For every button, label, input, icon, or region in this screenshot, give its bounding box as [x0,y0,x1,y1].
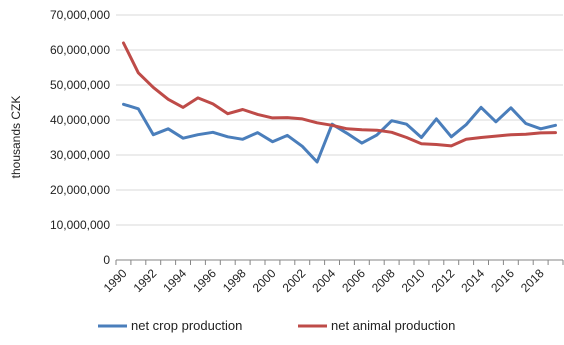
x-tick-label: 2012 [429,266,458,295]
legend: net crop production net animal production [98,318,455,333]
data-series [122,41,557,164]
x-tick-label: 1998 [220,266,249,295]
series-line-net-animal-production [122,41,557,148]
x-tick-label: 1994 [160,266,189,295]
x-tick-label: 2000 [250,266,279,295]
x-axis [115,259,564,265]
y-axis-label: thousands CZK [9,96,23,179]
x-tick-label: 2016 [488,266,517,295]
y-tick-label: 50,000,000 [50,78,110,92]
series-line-net-crop-production [122,102,557,164]
y-tick-label: 10,000,000 [50,218,110,232]
x-tick-label: 2010 [399,266,428,295]
y-tick-label: 0 [103,253,110,267]
x-axis-tick-labels: 1990 1992 1994 1996 1998 2000 2002 2004 2006 2008… [101,266,547,295]
y-tick-label: 20,000,000 [50,183,110,197]
x-tick-label: 1992 [131,266,160,295]
y-tick-label: 70,000,000 [50,8,110,22]
x-tick-label: 2014 [458,266,487,295]
x-tick-label: 2002 [280,266,309,295]
x-tick-label: 1990 [101,266,130,295]
x-tick-label: 2006 [339,266,368,295]
y-axis-tick-labels: 0 10,000,000 20,000,000 30,000,000 40,000,00… [50,8,110,267]
x-tick-label: 2004 [309,266,338,295]
y-tick-label: 40,000,000 [50,113,110,127]
x-tick-label: 2008 [369,266,398,295]
y-tick-label: 60,000,000 [50,43,110,57]
x-tick-label: 2018 [518,266,547,295]
y-tick-label: 30,000,000 [50,148,110,162]
grid-lines [116,14,563,226]
legend-entry: net crop production [131,318,242,333]
legend-entry: net animal production [331,318,455,333]
x-tick-label: 1996 [190,266,219,295]
